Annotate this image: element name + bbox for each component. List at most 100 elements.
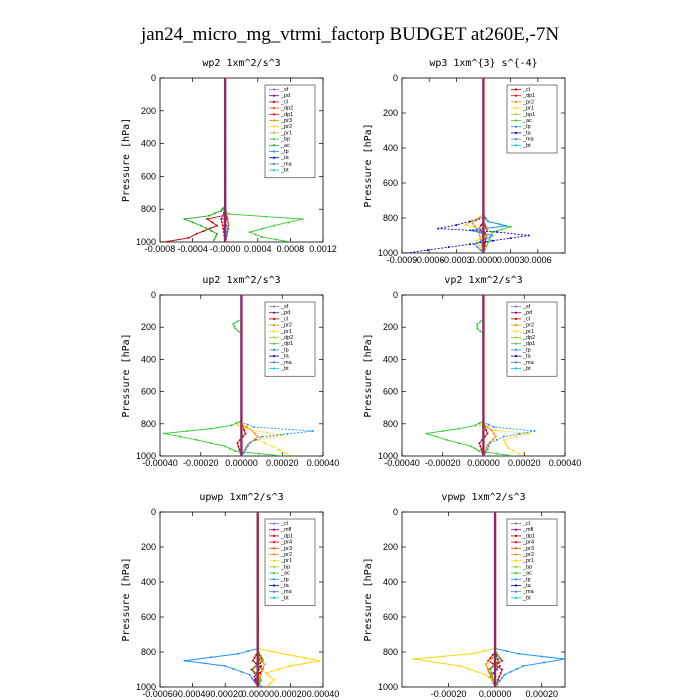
y-tick-label: 600 <box>141 387 156 397</box>
x-tick-label: 0.0004 <box>244 244 272 254</box>
legend-marker <box>272 522 276 525</box>
data-point <box>187 236 190 239</box>
y-tick-label: 0 <box>151 507 156 517</box>
data-point <box>488 442 491 445</box>
legend-marker <box>514 305 518 308</box>
data-point <box>488 676 491 679</box>
data-point <box>246 423 249 426</box>
data-point <box>209 427 212 430</box>
legend-entry: _ac <box>522 571 532 577</box>
legend-marker <box>272 565 276 569</box>
legend-entry: _ta <box>522 354 532 360</box>
x-tick-label: -0.0004 <box>177 244 208 254</box>
legend-marker <box>272 100 276 103</box>
y-tick-label: 200 <box>383 108 398 118</box>
data-point <box>230 424 233 427</box>
data-point <box>437 227 440 230</box>
legend-marker <box>272 596 276 600</box>
data-point <box>474 447 477 450</box>
data-point <box>258 661 261 664</box>
legend-entry: _tp <box>522 577 531 583</box>
data-point <box>238 448 241 451</box>
data-point <box>209 442 212 445</box>
legend-entry: _pd <box>280 310 290 316</box>
legend-marker <box>272 125 276 128</box>
data-point <box>253 675 256 678</box>
legend-entry: _ta <box>280 354 290 360</box>
data-point <box>476 322 479 325</box>
legend-entry: _dp2 <box>280 335 293 341</box>
legend-entry: _cl <box>280 99 288 105</box>
data-point <box>258 657 261 660</box>
panel-4: vp2 1xm^2/s^3 Pressure [hPa] 0 200 400 600 800… <box>363 275 581 468</box>
data-point <box>213 238 216 241</box>
data-point <box>228 213 231 216</box>
data-point <box>221 224 224 227</box>
x-tick-label: -0.00020 <box>425 458 461 468</box>
legend-entry: _ma <box>280 161 293 167</box>
legend-entry: _mfl <box>522 527 533 533</box>
legend-entry: _dp1 <box>522 533 535 539</box>
series-line-tp <box>483 295 535 456</box>
data-point <box>484 663 487 666</box>
data-point <box>260 227 263 230</box>
data-point <box>244 448 247 451</box>
y-tick-label: 200 <box>141 542 156 552</box>
figure-title: jan24_micro_mg_vtrmi_factorp BUDGET at26… <box>140 24 559 45</box>
y-tick-label: 0 <box>151 73 156 83</box>
legend-marker <box>514 88 518 91</box>
data-point <box>234 450 237 453</box>
y-axis-label: Pressure [hPa] <box>121 118 132 202</box>
x-tick-label: 0.00040 <box>307 689 340 699</box>
legend-marker <box>272 361 276 364</box>
legend: _sf_pd_cl_pr2_pr1_dp2_dp1_tp_ta_ma_bt <box>264 301 316 377</box>
legend-entry: _ma <box>522 589 535 595</box>
data-point <box>492 426 495 429</box>
legend-marker <box>514 361 518 364</box>
y-axis-label: Pressure [hPa] <box>363 557 374 641</box>
data-point <box>260 655 263 658</box>
legend-marker <box>272 324 276 327</box>
data-point <box>273 679 276 681</box>
data-point <box>242 451 245 454</box>
panel-3: up2 1xm^2/s^3 Pressure [hPa] 0 200 400 600 800… <box>121 275 339 468</box>
data-point <box>179 435 182 438</box>
data-point <box>287 221 290 224</box>
data-point <box>441 430 444 433</box>
data-point <box>485 245 488 247</box>
data-point <box>496 658 499 660</box>
legend: _cl_mfl_dp1_pr4_pr3_pr2_pr1_bp_ac_tp_ta_… <box>506 518 558 606</box>
data-point <box>275 238 278 241</box>
data-point <box>304 662 307 665</box>
data-point <box>243 429 246 432</box>
data-point <box>203 662 206 665</box>
data-point <box>478 424 481 427</box>
data-point <box>232 667 235 670</box>
data-point <box>459 665 462 667</box>
data-point <box>517 652 520 655</box>
data-point <box>485 429 488 432</box>
legend-marker <box>272 330 276 333</box>
legend-entry: _cl <box>522 87 530 93</box>
data-point <box>476 325 479 328</box>
legend-entry: _bp <box>280 137 290 143</box>
data-point <box>467 667 470 670</box>
x-tick-label: -0.0008 <box>145 244 176 254</box>
data-point <box>488 238 491 240</box>
legend-entry: _dp1 <box>280 341 293 347</box>
data-point <box>487 445 490 448</box>
legend-marker <box>514 131 518 134</box>
data-point <box>497 655 500 658</box>
legend-marker <box>514 522 518 525</box>
data-point <box>540 655 543 658</box>
legend-marker <box>272 355 276 358</box>
data-point <box>260 236 263 239</box>
x-tick-label: 0.00000 <box>479 689 512 699</box>
data-point <box>496 682 499 685</box>
data-point <box>479 249 482 252</box>
data-point <box>251 668 254 671</box>
data-point <box>458 442 461 445</box>
data-point <box>237 652 240 655</box>
legend-marker <box>272 311 276 314</box>
data-point <box>209 227 212 230</box>
